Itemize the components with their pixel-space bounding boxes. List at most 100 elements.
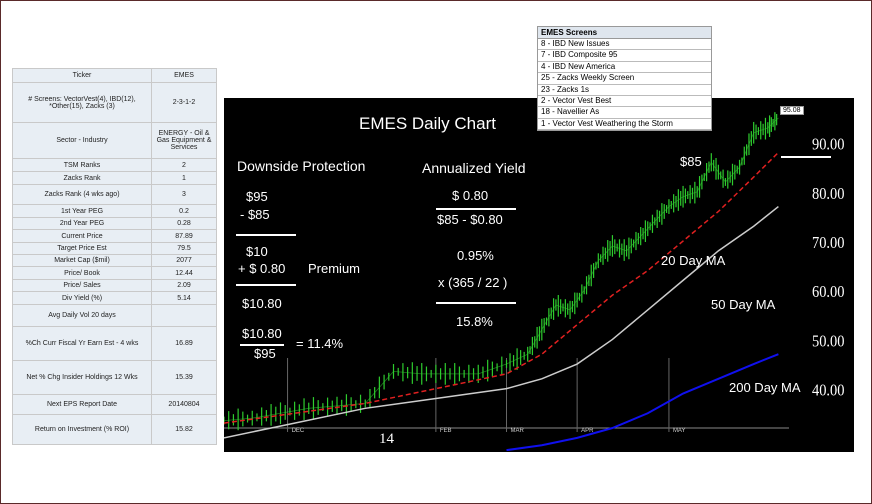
ma20-label: 20 Day MA [661, 253, 726, 268]
table-row: Ticker EMES [12, 68, 217, 83]
row-label: Net % Chg Insider Holdings 12 Wks [12, 360, 152, 395]
table-row: Market Cap ($mil) 2077 [12, 254, 217, 267]
series-line-1 [224, 151, 779, 424]
table-row: 1st Year PEG 0.2 [12, 204, 217, 218]
strike-label: $85 [680, 154, 702, 169]
table-row: Avg Daily Vol 20 days [12, 304, 217, 327]
table-row: TSM Ranks 2 [12, 158, 217, 172]
yield-pct: 0.95% [457, 248, 494, 263]
yield-multiplier: x (365 / 22 ) [438, 275, 508, 290]
row-value: 79.5 [151, 242, 217, 255]
table-row: Div Yield (%) 5.14 [12, 291, 217, 305]
table-row: Return on Investment (% ROI) 15.82 [12, 414, 217, 445]
x-tick-label: MAR [511, 428, 525, 434]
chart-svg: DEC FEB MAR APR MAY 40.00 50.00 60.00 70.00 80.00… [224, 112, 845, 452]
series-line-3 [506, 353, 779, 452]
fraction-denominator: $95 [254, 346, 276, 361]
row-label: Avg Daily Vol 20 days [12, 304, 152, 327]
last-price-label: 95.08 [780, 106, 804, 115]
table-row: Sector - Industry ENERGY - Oil & Gas Equi… [12, 122, 217, 159]
row-value: 12.44 [151, 266, 217, 280]
row-label: Div Yield (%) [12, 291, 152, 305]
y-tick-label: 40.00 [812, 382, 845, 400]
x-tick-label: FEB [440, 428, 452, 434]
yield-bar [436, 208, 516, 210]
row-value: 2077 [151, 254, 217, 267]
screen-item: 7 - IBD Composite 95 [538, 50, 711, 62]
row-label: Next EPS Report Date [12, 394, 152, 415]
yield-denominator: $85 - $0.80 [437, 212, 503, 227]
row-value: 2.09 [151, 279, 217, 292]
y-tick-label: 80.00 [812, 185, 845, 203]
row-value: 15.39 [151, 360, 217, 395]
row-label: Return on Investment (% ROI) [12, 414, 152, 445]
table-row: Net % Chg Insider Holdings 12 Wks 15.39 [12, 360, 217, 395]
row-value: ENERGY - Oil & Gas Equipment & Services [151, 122, 217, 159]
row-value: 16.89 [151, 326, 217, 361]
strike-line [781, 156, 831, 158]
row-value: 3 [151, 184, 217, 205]
yield-result: 15.8% [456, 314, 493, 329]
downside-title: Downside Protection [237, 158, 366, 174]
row-label: 2nd Year PEG [12, 217, 152, 230]
yield-numerator: $ 0.80 [452, 188, 489, 203]
chart-title: EMES Daily Chart [359, 114, 496, 133]
divider-1 [236, 234, 296, 236]
row-label: 1st Year PEG [12, 204, 152, 218]
stock-data-table: Ticker EMES # Screens: VectorVest(4), IBD(… [12, 68, 217, 445]
screen-item: 4 - IBD New America [538, 62, 711, 74]
row-label: Sector - Industry [12, 122, 152, 159]
row-label: Market Cap ($mil) [12, 254, 152, 267]
row-label: Price/ Book [12, 266, 152, 280]
row-label: Ticker [12, 68, 152, 83]
screen-item: 1 - Vector Vest Weathering the Storm [538, 119, 711, 131]
table-row: 2nd Year PEG 0.28 [12, 217, 217, 230]
calc-d5: $10.80 [242, 296, 282, 311]
row-value: 2-3-1-2 [151, 82, 217, 123]
row-label: TSM Ranks [12, 158, 152, 172]
row-value: 0.2 [151, 204, 217, 218]
y-tick-label: 60.00 [812, 283, 845, 301]
calc-d1: $95 [246, 189, 268, 204]
row-label: Target Price Est [12, 242, 152, 255]
year-mark: 14 [379, 431, 394, 447]
screen-item: 8 - IBD New Issues [538, 39, 711, 51]
yield-divider [436, 302, 516, 304]
row-value: 2 [151, 158, 217, 172]
row-label: Current Price [12, 229, 152, 243]
x-tick-label: MAY [673, 428, 686, 434]
row-value [151, 304, 217, 327]
calc-d2: - $85 [240, 207, 270, 222]
screens-title: EMES Screens [538, 27, 711, 39]
ma200-label: 200 Day MA [729, 380, 801, 395]
x-tick-label: APR [581, 428, 594, 434]
yield-title: Annualized Yield [422, 160, 526, 176]
ma50-label: 50 Day MA [711, 297, 776, 312]
row-value: 1 [151, 171, 217, 185]
daily-chart: DEC FEB MAR APR MAY 40.00 50.00 60.00 70.00 80.00… [224, 98, 854, 452]
screen-item: 18 - Navellier As [538, 107, 711, 119]
screens-panel: EMES Screens 8 - IBD New Issues 7 - IBD C… [537, 26, 712, 132]
row-label: Zacks Rank (4 wks ago) [12, 184, 152, 205]
row-value: 0.28 [151, 217, 217, 230]
table-row: Next EPS Report Date 20140804 [12, 394, 217, 415]
screen-item: 25 - Zacks Weekly Screen [538, 73, 711, 85]
table-row: Price/ Sales 2.09 [12, 279, 217, 292]
row-label: %Ch Curr Fiscal Yr Earn Est - 4 wks [12, 326, 152, 361]
row-label: Price/ Sales [12, 279, 152, 292]
row-value: 15.82 [151, 414, 217, 445]
row-label: # Screens: VectorVest(4), IBD(12), *Othe… [12, 82, 152, 123]
table-row: Zacks Rank 1 [12, 171, 217, 185]
row-value: 20140804 [151, 394, 217, 415]
y-tick-label: 90.00 [812, 136, 845, 154]
calc-d3: $10 [246, 244, 268, 259]
table-row: %Ch Curr Fiscal Yr Earn Est - 4 wks 16.89 [12, 326, 217, 361]
table-row: Price/ Book 12.44 [12, 266, 217, 280]
table-row: Zacks Rank (4 wks ago) 3 [12, 184, 217, 205]
table-row: Target Price Est 79.5 [12, 242, 217, 255]
screen-item: 2 - Vector Vest Best [538, 96, 711, 108]
premium-label: Premium [308, 261, 361, 276]
series-line-2 [224, 205, 779, 439]
y-tick-label: 70.00 [812, 234, 845, 252]
table-row: # Screens: VectorVest(4), IBD(12), *Othe… [12, 82, 217, 123]
